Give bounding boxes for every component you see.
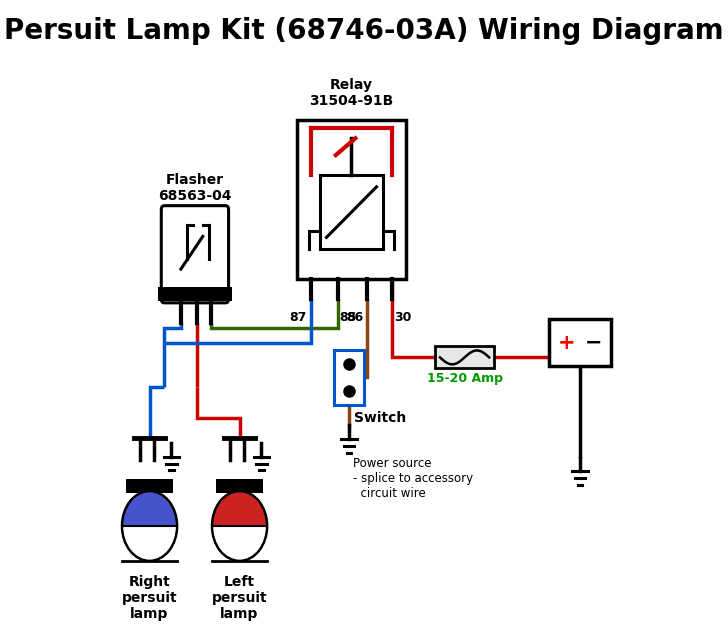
Text: Relay
31504-91B: Relay 31504-91B bbox=[309, 77, 394, 108]
Text: Left
persuit
lamp: Left persuit lamp bbox=[212, 575, 267, 621]
Text: 85: 85 bbox=[340, 311, 357, 324]
Circle shape bbox=[212, 491, 267, 561]
Bar bbox=[297, 121, 406, 279]
Text: Power source
- splice to accessory
  circuit wire: Power source - splice to accessory circu… bbox=[353, 457, 473, 500]
Text: −: − bbox=[585, 333, 603, 352]
Bar bbox=[126, 479, 173, 493]
Wedge shape bbox=[212, 526, 267, 561]
Bar bbox=[549, 319, 612, 366]
FancyBboxPatch shape bbox=[162, 206, 229, 303]
Text: 87: 87 bbox=[290, 311, 307, 324]
Text: 86: 86 bbox=[346, 311, 363, 324]
Text: Persuit Lamp Kit (68746-03A) Wiring Diagram: Persuit Lamp Kit (68746-03A) Wiring Diag… bbox=[4, 17, 724, 45]
Text: Switch: Switch bbox=[354, 411, 406, 425]
Text: +: + bbox=[558, 333, 575, 352]
Bar bbox=[334, 351, 364, 405]
Text: 30: 30 bbox=[394, 311, 411, 324]
Bar bbox=[320, 175, 383, 250]
Wedge shape bbox=[212, 491, 267, 526]
Text: 15-20 Amp: 15-20 Amp bbox=[427, 372, 502, 385]
Text: Flasher
68563-04: Flasher 68563-04 bbox=[158, 173, 232, 203]
Circle shape bbox=[122, 491, 177, 561]
Text: Right
persuit
lamp: Right persuit lamp bbox=[122, 575, 178, 621]
Wedge shape bbox=[122, 491, 177, 526]
Bar bbox=[216, 479, 263, 493]
Bar bbox=[158, 287, 232, 301]
Wedge shape bbox=[122, 526, 177, 561]
Bar bbox=[435, 347, 494, 368]
